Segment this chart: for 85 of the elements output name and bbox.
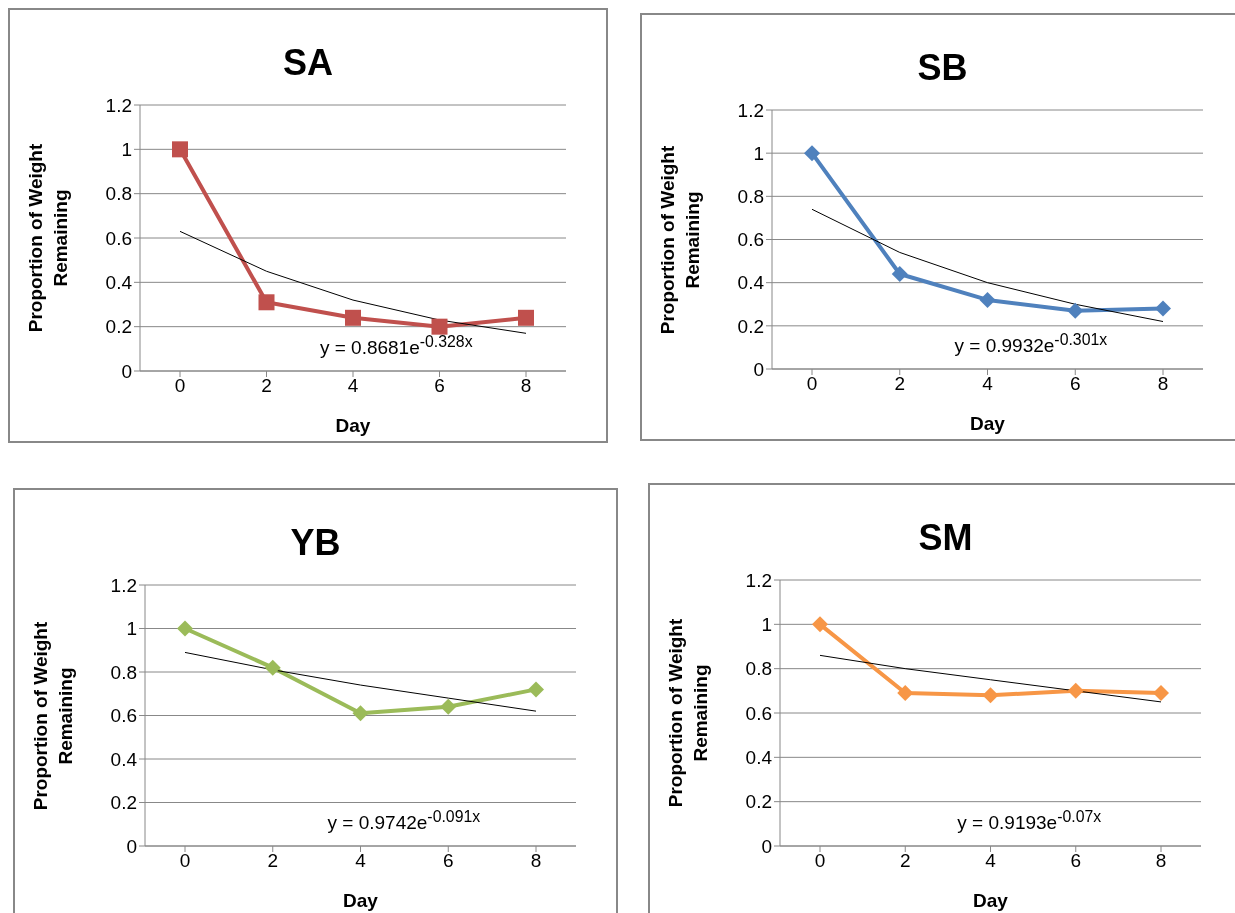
point [264, 659, 281, 676]
y-tick-label: 0.4 [745, 747, 773, 769]
point [1153, 685, 1169, 702]
x-tick-label: 6 [1069, 373, 1081, 395]
x-tick-label: 4 [355, 850, 367, 872]
point [804, 145, 820, 162]
annotation: y = 0.9932e$^{-0.301x}$ [954, 331, 1108, 358]
point [258, 294, 275, 311]
point [891, 266, 908, 283]
point [177, 620, 193, 637]
point [528, 681, 544, 698]
y-tick-label: 0 [761, 835, 772, 857]
x-tick-label: 6 [442, 850, 454, 872]
x-axis-title: Day [969, 413, 1006, 435]
chart-title: SM [917, 517, 974, 559]
y-tick-label: 0.6 [737, 229, 764, 251]
y-tick-label: 1.2 [745, 569, 772, 591]
x-tick-label: 0 [174, 375, 186, 397]
point [352, 705, 369, 722]
x-tick-label: 4 [982, 373, 994, 395]
y-tick-label: 1 [753, 142, 764, 164]
x-tick-label: 0 [814, 850, 826, 872]
x-tick-label: 6 [1070, 850, 1082, 872]
x-tick-label: 6 [434, 375, 445, 397]
x-tick-label: 8 [530, 850, 542, 872]
point [1155, 300, 1171, 317]
y-tick-label: 0.6 [110, 705, 137, 727]
y-tick-label: 0.6 [745, 702, 772, 724]
line-series [179, 230, 527, 334]
x-tick-label: 2 [899, 850, 911, 872]
y-tick-label: 0.8 [745, 658, 772, 680]
y-tick-label: 0 [126, 835, 137, 857]
point [345, 309, 361, 326]
y-tick-label: 0.8 [110, 661, 137, 683]
x-tick-label: 0 [179, 850, 191, 872]
chart-title: YB [289, 522, 342, 564]
chart-title: SA [282, 42, 334, 84]
x-tick-label: 2 [267, 850, 279, 872]
point [812, 616, 828, 633]
annotation: y = 0.9193e$^{-0.07x}$ [957, 808, 1102, 835]
y-axis-title: Proportion of Weight Remaining [656, 144, 704, 336]
y-tick-label: 0.4 [105, 272, 133, 294]
y-tick-label: 1 [126, 618, 137, 640]
y-tick-label: 0.2 [105, 316, 132, 338]
point [431, 318, 448, 335]
x-axis-title: Day [342, 890, 379, 912]
y-tick-label: 1 [121, 139, 132, 161]
y-tick-label: 1 [761, 614, 772, 636]
annotation: y = 0.9742e$^{-0.091x}$ [327, 808, 481, 835]
y-tick-label: 1.2 [110, 574, 137, 596]
point [172, 141, 188, 158]
x-tick-label: 0 [806, 373, 818, 395]
y-tick-label: 1.2 [737, 99, 764, 121]
annotation: y = 0.8681e$^{-0.328x}$ [319, 333, 473, 360]
x-tick-label: 8 [520, 375, 532, 397]
line-series [811, 208, 1164, 323]
y-tick-label: 0.2 [110, 792, 137, 814]
chart-title: SB [916, 47, 969, 89]
y-tick-label: 0.8 [105, 183, 132, 205]
point [982, 687, 999, 704]
y-tick-label: 1.2 [105, 94, 132, 116]
x-axis-title: Day [972, 890, 1009, 912]
point [979, 291, 996, 308]
x-tick-label: 8 [1155, 850, 1167, 872]
point [1067, 682, 1084, 699]
x-axis-title: Day [334, 415, 372, 437]
y-axis-title: Proportion of Weight Remaining [24, 142, 72, 335]
y-axis-title: Proportion of Weight Remaining [29, 620, 77, 812]
y-tick-label: 0.6 [105, 227, 132, 249]
point [440, 698, 457, 715]
point [897, 685, 914, 702]
x-tick-label: 8 [1157, 373, 1169, 395]
y-tick-label: 0.4 [110, 748, 138, 770]
y-axis-title: Proportion of Weight Remaining [664, 617, 712, 810]
point [1067, 302, 1084, 319]
y-tick-label: 0.2 [737, 315, 764, 337]
x-tick-label: 2 [894, 373, 906, 395]
y-tick-label: 0 [753, 358, 764, 380]
y-tick-label: 0.8 [737, 186, 764, 208]
x-tick-label: 4 [347, 375, 359, 397]
x-tick-label: 2 [261, 375, 272, 397]
y-tick-label: 0.2 [745, 791, 772, 813]
x-tick-label: 4 [985, 850, 997, 872]
y-tick-label: 0.4 [737, 272, 765, 294]
point [518, 309, 534, 326]
